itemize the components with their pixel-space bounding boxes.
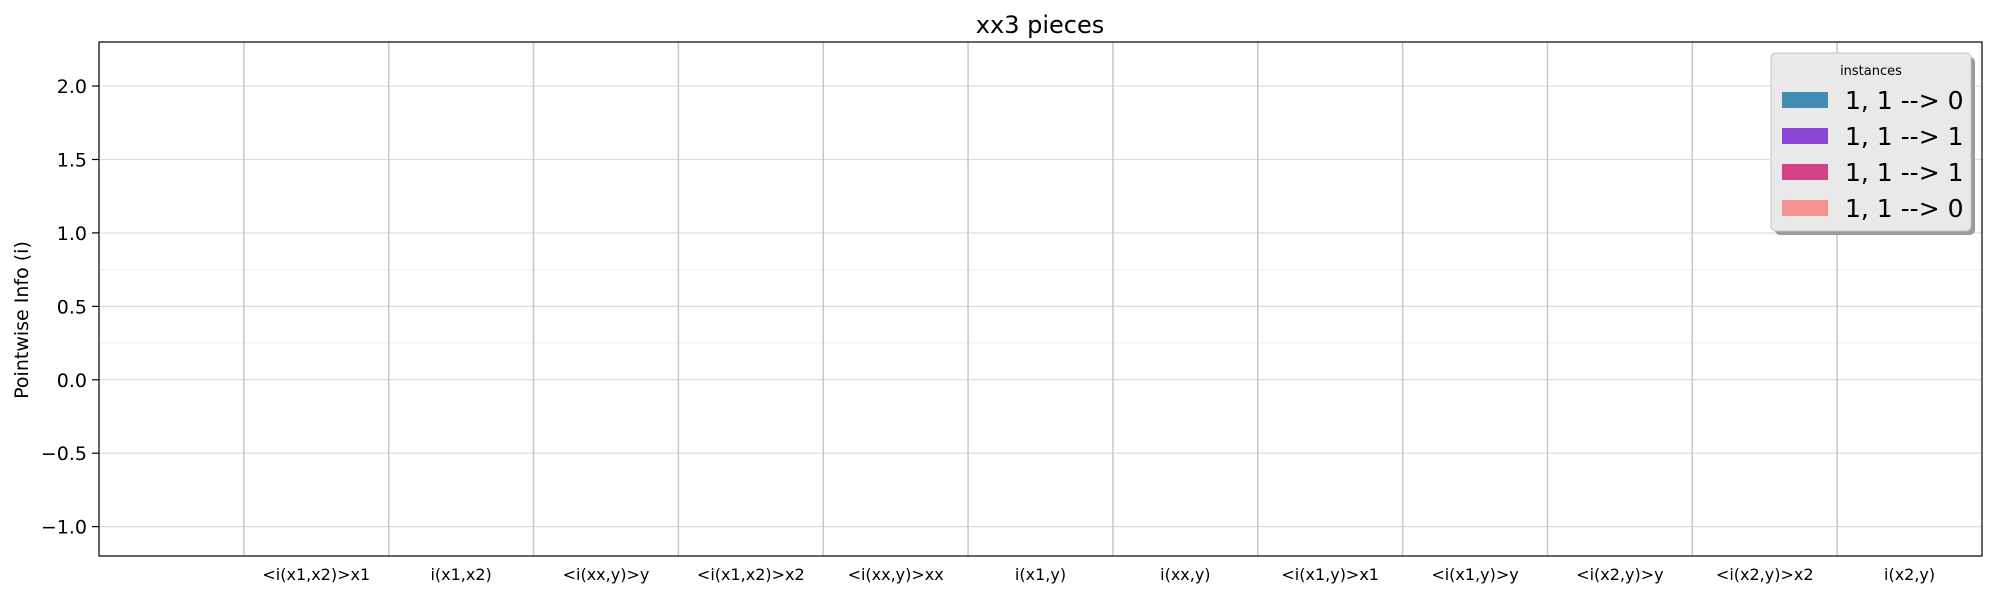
y-tick-label: 0.0 (57, 370, 87, 392)
x-tick-label: <i(x1,y)>x1 (1281, 565, 1379, 584)
x-tick-label: <i(xx,y)>y (563, 565, 650, 584)
x-tick-label: i(x1,y) (1015, 565, 1066, 584)
x-tick-label: i(x2,y) (1884, 565, 1935, 584)
y-tick-label: 1.0 (57, 223, 87, 245)
x-tick-label: <i(x1,y)>y (1431, 565, 1518, 584)
y-axis-label: Pointwise Info (i) (11, 241, 33, 399)
y-tick-label: 1.5 (57, 149, 87, 171)
x-tick-label: <i(x2,y)>y (1576, 565, 1663, 584)
plot-frame (98, 41, 1983, 557)
y-tick-label: 0.5 (57, 296, 87, 318)
legend-label: 1, 1 --> 0 (1845, 86, 1964, 115)
x-tick-label: <i(x1,x2)>x2 (697, 565, 805, 584)
legend-swatch (1782, 128, 1828, 144)
y-tick-label: 2.0 (57, 76, 87, 98)
legend-label: 1, 1 --> 1 (1845, 122, 1964, 151)
legend-swatch (1782, 164, 1828, 180)
y-tick-label: −0.5 (41, 443, 87, 465)
x-tick-label: <i(x1,x2)>x1 (262, 565, 370, 584)
legend-swatch (1782, 200, 1828, 216)
x-tick-label: <i(xx,y)>xx (848, 565, 944, 584)
legend: instances 1, 1 --> 0 1, 1 --> 1 1, 1 --> 1 1… (1770, 52, 1975, 235)
legend-label: 1, 1 --> 0 (1845, 194, 1964, 223)
legend-swatch (1782, 92, 1828, 108)
x-tick-label: i(x1,x2) (430, 565, 491, 584)
x-tick-label: i(xx,y) (1160, 565, 1210, 584)
y-tick-label: −1.0 (41, 517, 87, 539)
legend-title: instances (1840, 64, 1902, 79)
x-tick-label: <i(x2,y)>x2 (1716, 565, 1814, 584)
legend-label: 1, 1 --> 1 (1845, 158, 1964, 187)
chart-title: xx3 pieces (976, 11, 1104, 39)
